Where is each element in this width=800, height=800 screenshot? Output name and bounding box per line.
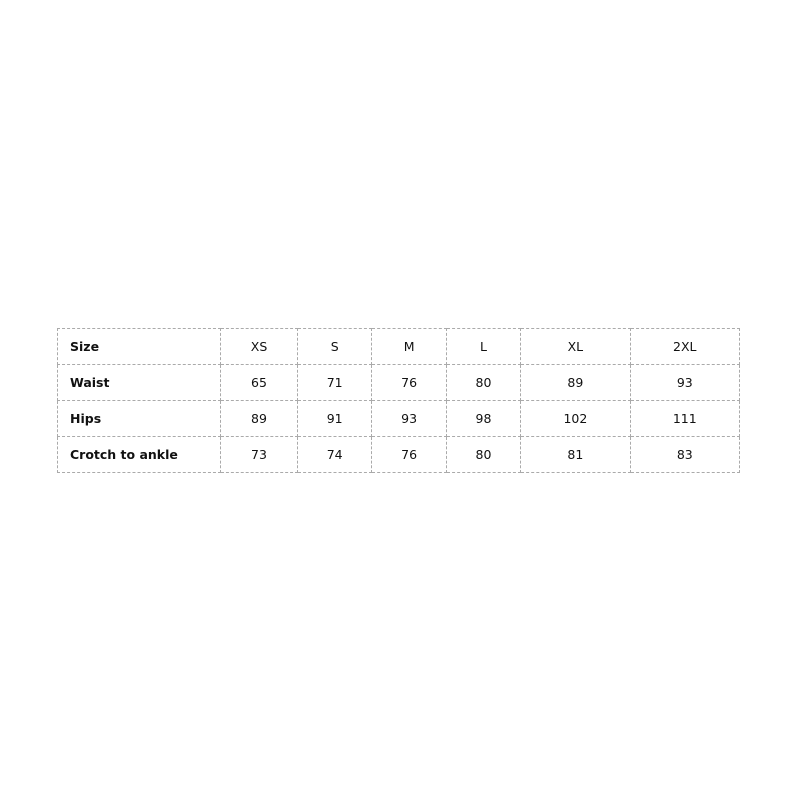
cell: 98: [445, 400, 522, 437]
size-table: Size XS S M L XL 2XL Waist 65 71 76 80 89 93 Hips 89 91 9…: [57, 328, 741, 473]
cell: 102: [520, 400, 631, 437]
table-row: Hips 89 91 93 98 102 111: [57, 400, 741, 437]
cell: 65: [220, 364, 298, 401]
row-label: Crotch to ankle: [57, 436, 221, 473]
cell: 76: [371, 436, 447, 473]
row-label: Size: [57, 328, 221, 365]
cell: 93: [371, 400, 447, 437]
cell: 76: [371, 364, 447, 401]
table-row: Waist 65 71 76 80 89 93: [57, 364, 741, 401]
table-row: Size XS S M L XL 2XL: [57, 328, 741, 365]
table-row: Crotch to ankle 73 74 76 80 81 83: [57, 436, 741, 473]
cell: 111: [629, 400, 741, 437]
cell: M: [371, 328, 447, 365]
cell: 80: [445, 364, 522, 401]
row-label: Waist: [57, 364, 221, 401]
cell: S: [296, 328, 373, 365]
cell: 80: [445, 436, 522, 473]
cell: XL: [520, 328, 631, 365]
cell: 74: [296, 436, 373, 473]
cell: 81: [520, 436, 631, 473]
row-label: Hips: [57, 400, 221, 437]
cell: L: [445, 328, 522, 365]
cell: 93: [629, 364, 741, 401]
cell: 91: [296, 400, 373, 437]
cell: 83: [629, 436, 741, 473]
cell: XS: [220, 328, 298, 365]
cell: 73: [220, 436, 298, 473]
cell: 89: [220, 400, 298, 437]
cell: 89: [520, 364, 631, 401]
cell: 71: [296, 364, 373, 401]
cell: 2XL: [629, 328, 741, 365]
